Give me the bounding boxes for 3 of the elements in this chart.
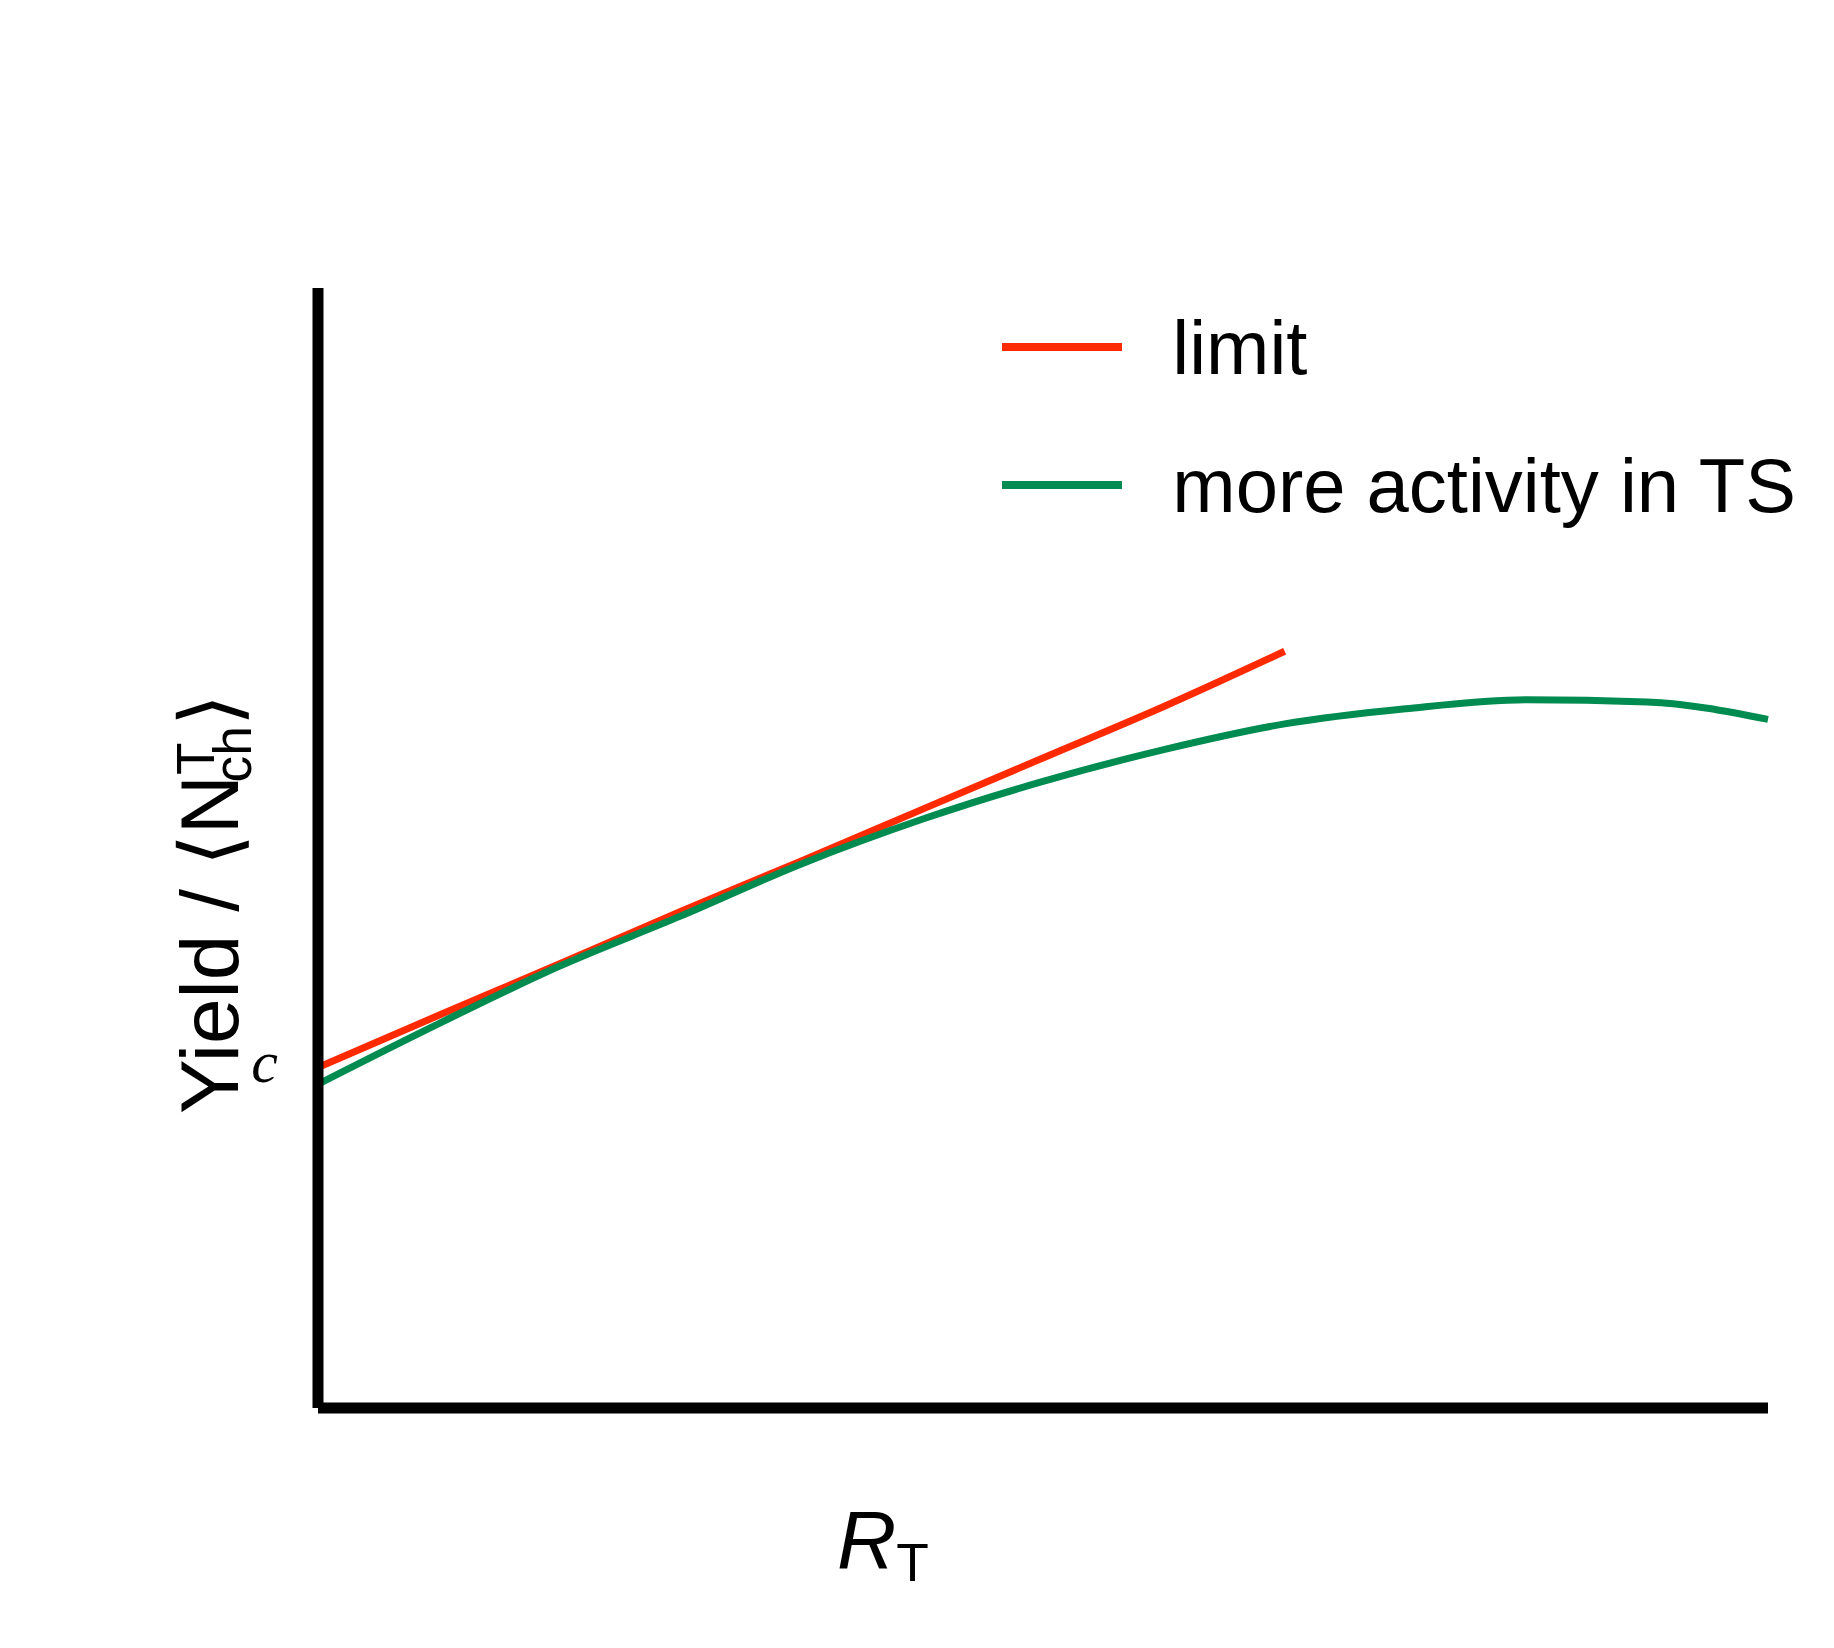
legend-label: more activity in TS xyxy=(1172,441,1796,529)
x-axis-title: R$_{T}$ xyxy=(837,1494,929,1593)
legend-label: limit xyxy=(1172,303,1308,391)
